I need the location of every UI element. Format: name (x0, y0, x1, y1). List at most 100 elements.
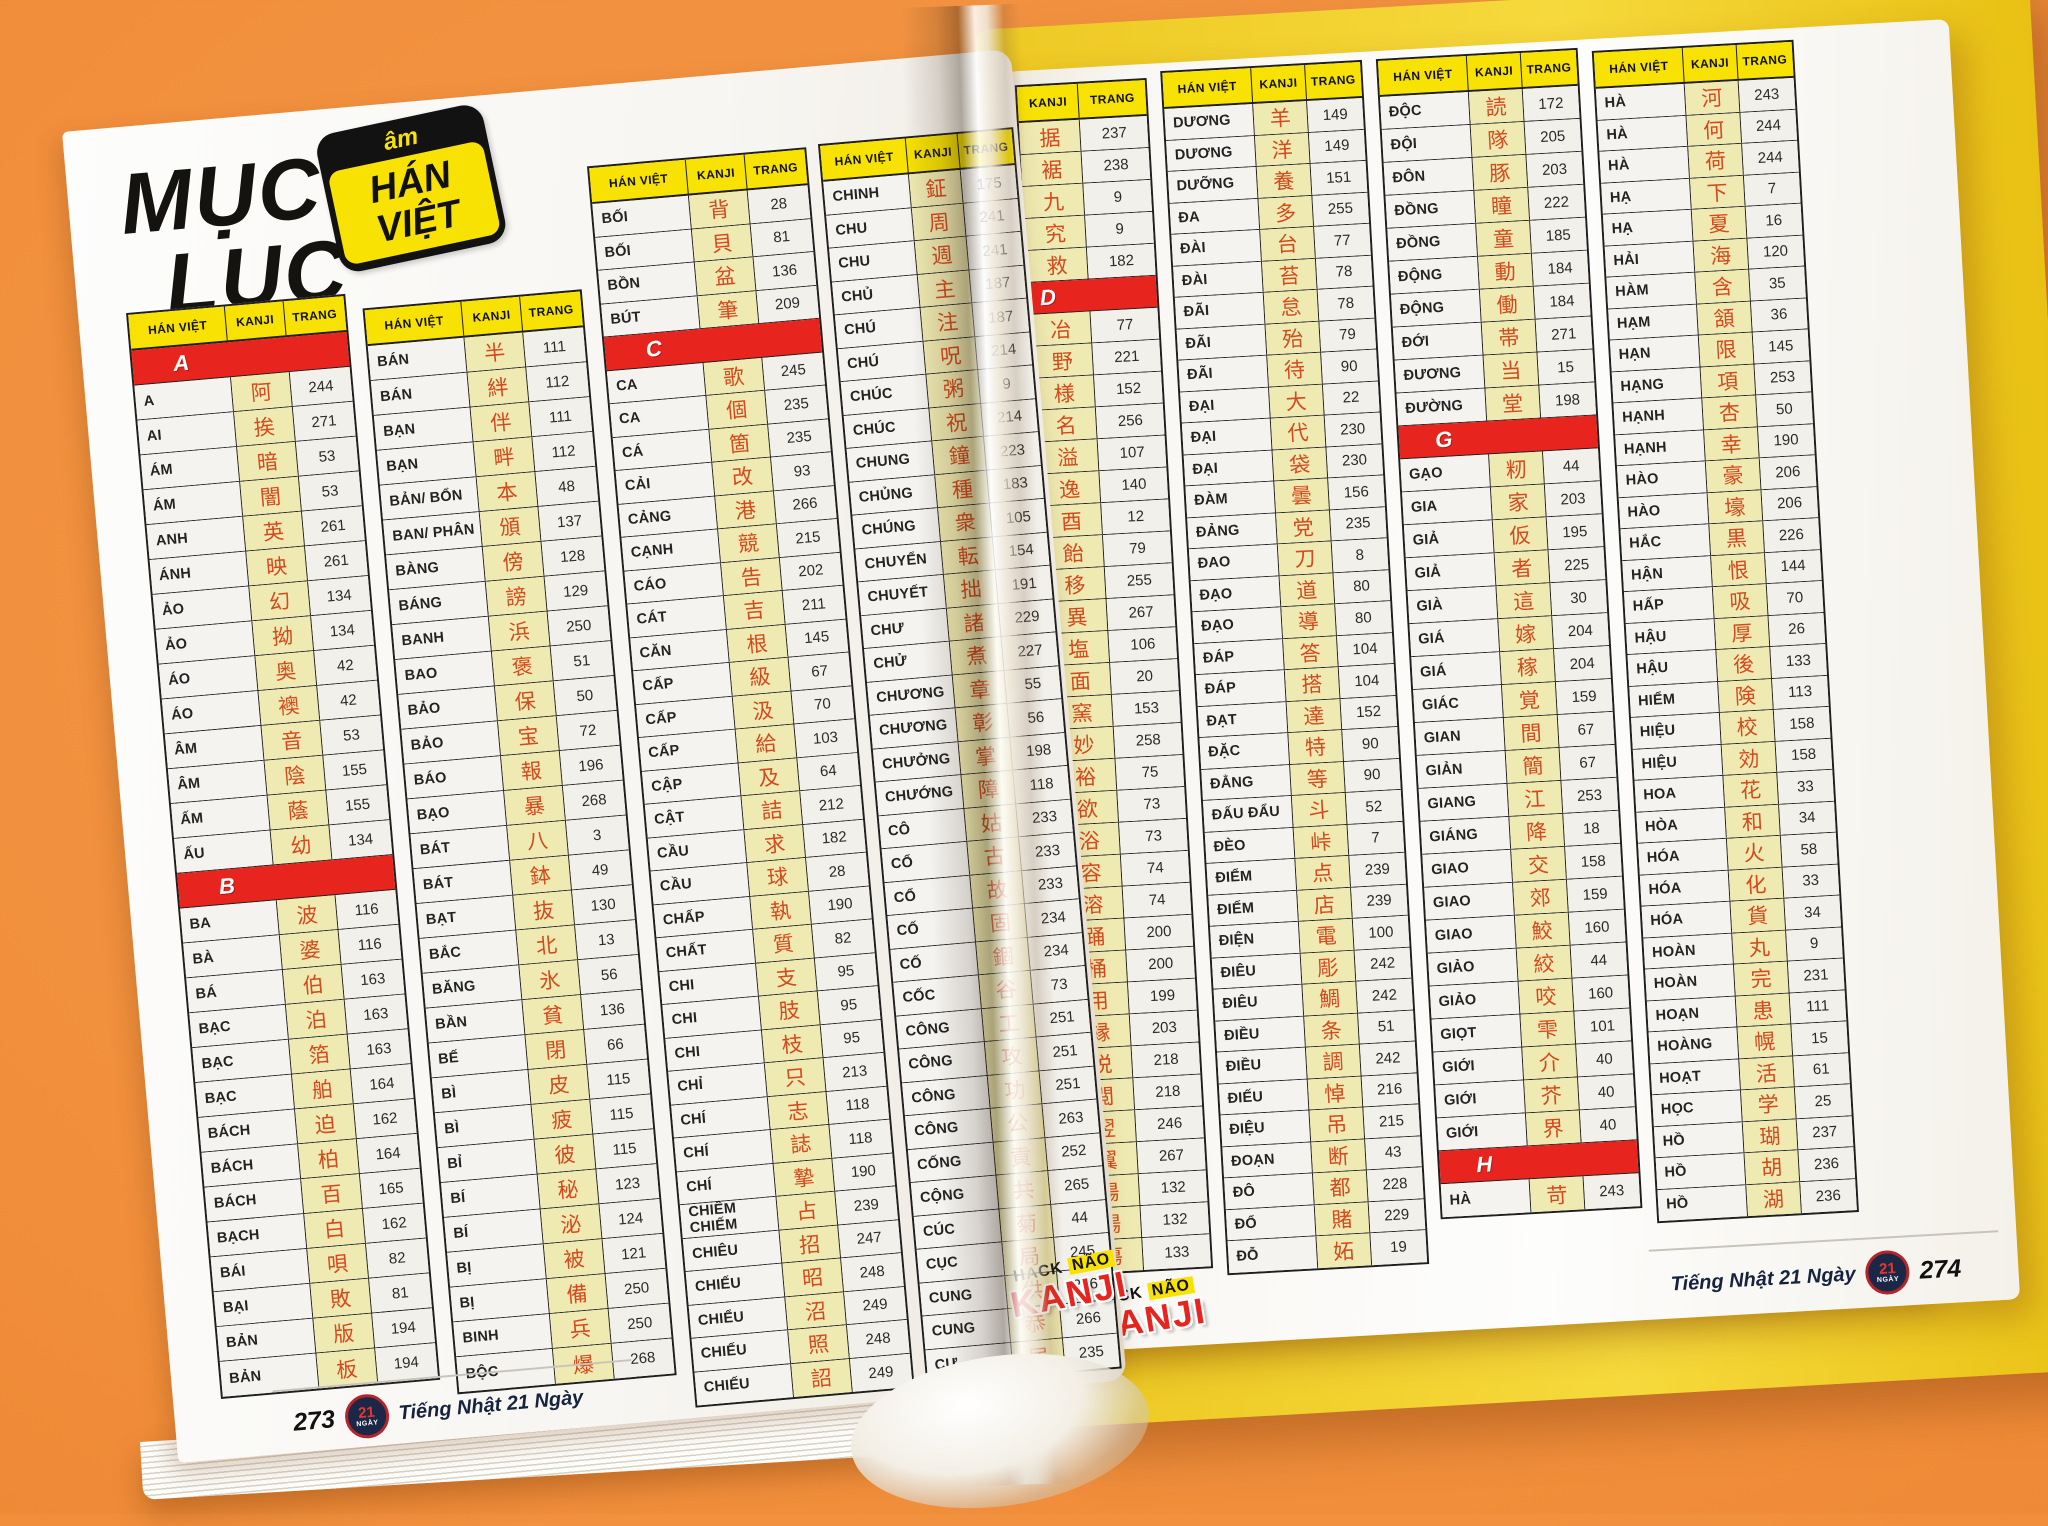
header-trang: TRANG (1089, 90, 1136, 108)
hanviet-cell: ĐỘNG (1391, 289, 1482, 327)
page-cell: 159 (1566, 876, 1624, 912)
header-kanji: KANJI (685, 154, 748, 194)
kanji-cell: 名 (1034, 407, 1099, 442)
hanviet-cell: GIÁ (1409, 619, 1501, 657)
page-cell: 151 (1310, 160, 1368, 195)
page-cell: 25 (1794, 1084, 1852, 1118)
kanji-cell: 険 (1718, 678, 1774, 712)
page-cell: 130 (571, 885, 635, 925)
kanji-cell: 彼 (534, 1134, 596, 1174)
kanji-cell: 貨 (1730, 898, 1786, 933)
kanji-cell: 映 (246, 546, 308, 586)
page-cell: 121 (602, 1233, 666, 1274)
kanji-cell: 鐘 (932, 436, 988, 474)
page-cell: 3 (565, 815, 629, 855)
hanviet-cell: HẬU (1625, 618, 1717, 654)
page-cell: 111 (1789, 989, 1847, 1024)
page-cell: 158 (1564, 843, 1622, 879)
hanviet-cell: ĐẠO (1192, 607, 1284, 643)
page-cell: 245 (761, 352, 825, 390)
hanviet-cell: HỒ (1657, 1184, 1749, 1222)
hanviet-cell: ĐẠT (1197, 701, 1289, 738)
brand-21ngay-logo-icon: 21 NGÀY (342, 1392, 391, 1441)
page-cell: 78 (1315, 255, 1373, 289)
hanviet-cell: HẠNG (1611, 366, 1703, 403)
page-cell: 53 (298, 471, 362, 511)
page-cell: 251 (1033, 999, 1091, 1037)
page-cell: 202 (779, 552, 843, 590)
kanji-cell: 奥 (255, 651, 317, 690)
kanji-cell: 古 (967, 837, 1023, 875)
kanji-cell: 海 (1693, 238, 1749, 272)
header-kanji: KANJI (1016, 83, 1081, 122)
kanji-cell: 夏 (1691, 206, 1747, 241)
kanji-cell: 野 (1031, 343, 1095, 378)
hanviet-cell: HẠN (1609, 335, 1701, 371)
kanji-cell: 共 (996, 1170, 1052, 1208)
kanji-cell: 代 (1270, 415, 1326, 449)
kanji-cell: 絆 (467, 367, 529, 407)
page-cell: 136 (753, 251, 817, 290)
kanji-cell: 杏 (1702, 395, 1758, 429)
page-cell: 214 (981, 398, 1038, 436)
kanji-cell: 工 (982, 1004, 1037, 1042)
page-cell: 233 (1019, 832, 1076, 870)
hanviet-cell: ĐIỂM (1206, 858, 1298, 895)
hanviet-cell: HOÀNG (1648, 1027, 1740, 1063)
page-cell: 133 (1142, 1234, 1211, 1270)
page-cell: 152 (1340, 695, 1398, 730)
hanviet-cell: DƯỠNG (1167, 166, 1259, 203)
kanji-cell: 冶 (1029, 311, 1093, 346)
kanji-cell: 諸 (947, 603, 1002, 641)
page-cell: 253 (1754, 360, 1812, 395)
page-cell: 266 (773, 485, 837, 524)
page-cell: 212 (799, 785, 863, 824)
kanji-cell: 彫 (1300, 950, 1356, 984)
page-cell: 49 (568, 850, 632, 890)
kanji-cell: 暗 (237, 441, 299, 481)
hanviet-cell: HOÀN (1645, 964, 1736, 1000)
kanji-cell: 主 (918, 269, 973, 307)
page-cell: 162 (362, 1203, 426, 1243)
kanji-cell: 球 (747, 857, 809, 896)
kanji-cell: 枝 (762, 1024, 824, 1063)
brand-21ngay-logo-icon: 21 NGÀY (1864, 1249, 1911, 1296)
kanji-cell: 堂 (1485, 385, 1541, 421)
hanviet-cell: GIỚI (1433, 1047, 1525, 1085)
hanviet-cell: GIẢN (1416, 750, 1508, 788)
page-cell: 104 (1338, 664, 1396, 698)
page-cell: 256 (1096, 403, 1165, 439)
kanji-cell: 衆 (938, 503, 993, 541)
kanji-cell: 校 (1719, 709, 1776, 744)
page-cell: 233 (1016, 799, 1073, 837)
page-cell: 163 (344, 994, 408, 1034)
kanji-cell: 秘 (537, 1169, 599, 1209)
page-cell: 163 (341, 959, 405, 999)
page-cell: 28 (805, 852, 869, 891)
kanji-cell: 肢 (759, 991, 821, 1029)
page-cell: 235 (1329, 506, 1387, 541)
page-cell: 226 (1762, 518, 1820, 552)
page-cell: 234 (1025, 899, 1082, 937)
page-cell: 90 (1343, 758, 1401, 792)
hanviet-cell: GIAO (1424, 882, 1515, 920)
page-cell: 137 (537, 501, 602, 541)
page-cell: 51 (550, 641, 614, 681)
page-cell: 204 (1551, 613, 1609, 649)
kanji-cell: 粥 (926, 370, 982, 407)
kanji-cell: 豪 (1705, 458, 1761, 492)
kanji-cell: 花 (1723, 772, 1779, 807)
page-cell: 118 (826, 1086, 890, 1124)
page-cell: 149 (1308, 129, 1366, 163)
page-cell: 15 (1537, 349, 1595, 385)
page-cell: 72 (556, 710, 620, 751)
kanji-cell: 闇 (240, 476, 302, 516)
page-cell: 250 (547, 606, 611, 646)
kanji-cell: 泌 (540, 1204, 602, 1244)
hanviet-cell: GIÁC (1413, 685, 1504, 722)
hanviet-cell: CƯ (925, 1342, 1015, 1384)
page-cell: 215 (776, 518, 840, 557)
kanji-cell: 点 (1295, 855, 1351, 890)
page-cell: 90 (1320, 349, 1378, 384)
kanji-cell: 台 (1260, 226, 1316, 261)
